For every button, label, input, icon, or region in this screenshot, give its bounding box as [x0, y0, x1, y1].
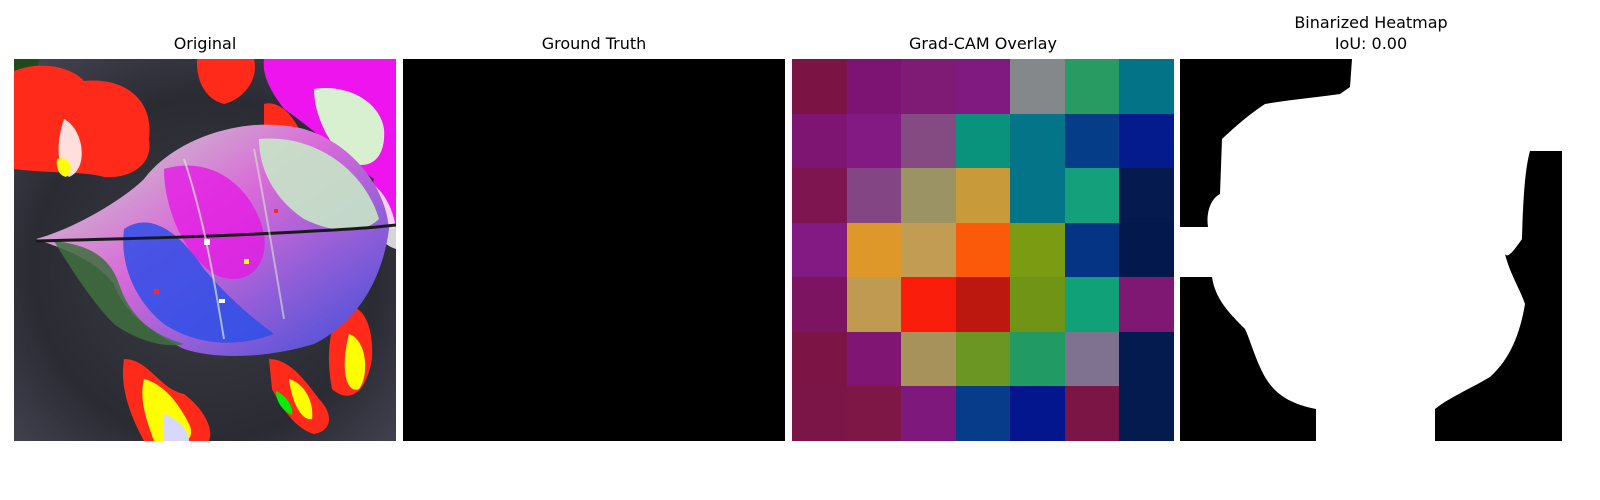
- gradcam-cell: [1010, 114, 1065, 168]
- gradcam-cell: [1119, 114, 1174, 168]
- gradcam-cell: [847, 223, 901, 277]
- gradcam-cell: [956, 386, 1010, 441]
- gradcam-cell: [1010, 386, 1065, 441]
- gradcam-cell: [901, 114, 956, 168]
- gradcam-cell: [956, 59, 1010, 114]
- gradcam-cell: [792, 277, 847, 332]
- gradcam-cell: [847, 386, 901, 441]
- gradcam-cell: [901, 386, 956, 441]
- gradcam-cell: [956, 168, 1010, 223]
- gradcam-heatmap: [792, 59, 1174, 441]
- binarized-mask: [1180, 59, 1562, 441]
- gradcam-cell: [901, 332, 956, 386]
- gradcam-cell: [956, 223, 1010, 277]
- gradcam-cell: [956, 277, 1010, 332]
- gradcam-cell: [847, 332, 901, 386]
- gradcam-cell: [1065, 223, 1119, 277]
- gradcam-cell: [847, 277, 901, 332]
- gradcam-cell: [1119, 332, 1174, 386]
- gradcam-cell: [847, 59, 901, 114]
- gradcam-cell: [792, 168, 847, 223]
- gradcam-cell: [792, 332, 847, 386]
- gradcam-cell: [1119, 386, 1174, 441]
- gradcam-cell: [1065, 168, 1119, 223]
- gradcam-cell: [792, 386, 847, 441]
- iou-label: IoU: 0.00: [1334, 34, 1408, 53]
- gradcam-cell: [847, 168, 901, 223]
- gradcam-cell: [901, 168, 956, 223]
- gradcam-cell: [1010, 223, 1065, 277]
- gradcam-cell: [1010, 332, 1065, 386]
- gradcam-cell: [1010, 277, 1065, 332]
- gradcam-cell: [1010, 59, 1065, 114]
- gradcam-cell: [1065, 277, 1119, 332]
- panel-ground-truth: Ground Truth: [403, 0, 785, 442]
- gradcam-cell: [1065, 59, 1119, 114]
- gradcam-cell: [901, 59, 956, 114]
- gradcam-cell: [1119, 223, 1174, 277]
- gradcam-cell: [901, 223, 956, 277]
- gradcam-cell: [1065, 332, 1119, 386]
- gradcam-cell: [792, 223, 847, 277]
- gradcam-cell: [1065, 386, 1119, 441]
- ground-truth-mask: [403, 59, 785, 441]
- panel-binarized-heatmap: Binarized Heatmap IoU: 0.00: [1180, 0, 1562, 442]
- panel-title-original: Original: [173, 34, 237, 53]
- gradcam-cell: [901, 277, 956, 332]
- gradcam-cell: [1119, 168, 1174, 223]
- panel-title-ground-truth: Ground Truth: [541, 34, 647, 53]
- panel-original: Original: [14, 0, 396, 442]
- panel-title-binarized: Binarized Heatmap: [1294, 13, 1448, 32]
- gradcam-cell: [1065, 114, 1119, 168]
- panel-gradcam-overlay: Grad-CAM Overlay: [792, 0, 1174, 442]
- gradcam-cell: [956, 332, 1010, 386]
- gradcam-cell: [847, 114, 901, 168]
- gradcam-cell: [1119, 277, 1174, 332]
- gradcam-cell: [792, 114, 847, 168]
- gradcam-cell: [1010, 168, 1065, 223]
- gradcam-cell: [792, 59, 847, 114]
- gradcam-cell: [1119, 59, 1174, 114]
- gradcam-cell: [956, 114, 1010, 168]
- original-image: [14, 59, 396, 441]
- panel-title-gradcam: Grad-CAM Overlay: [909, 34, 1057, 53]
